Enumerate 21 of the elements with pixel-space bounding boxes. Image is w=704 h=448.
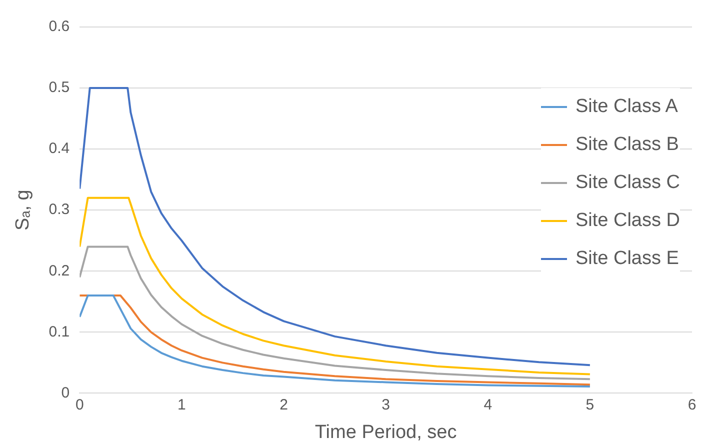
- y-tick-label: 0.6: [48, 18, 70, 36]
- legend-label: Site Class C: [575, 172, 680, 194]
- x-tick-label: 4: [484, 396, 492, 414]
- y-tick-label: 0.5: [48, 79, 70, 96]
- y-tick-label: 0.1: [48, 323, 70, 340]
- y-axis-title: Sₐ, g: [12, 190, 34, 231]
- legend-label: Site Class D: [575, 210, 680, 232]
- y-tick-label: 0.2: [48, 262, 70, 280]
- legend-label: Site Class E: [575, 248, 679, 270]
- y-tick-label: 0.4: [48, 140, 70, 158]
- y-tick-label: 0.3: [48, 201, 70, 218]
- legend-label: Site Class A: [575, 96, 678, 118]
- legend-label: Site Class B: [575, 134, 679, 156]
- x-tick-label: 2: [280, 396, 288, 414]
- x-tick-label: 3: [382, 396, 390, 414]
- x-axis-title: Time Period, sec: [314, 422, 457, 443]
- y-tick-label: 0: [61, 384, 70, 402]
- x-tick-label: 6: [688, 396, 696, 414]
- x-tick-label: 0: [75, 396, 84, 414]
- x-tick-label: 1: [178, 396, 186, 414]
- x-tick-label: 5: [586, 396, 594, 414]
